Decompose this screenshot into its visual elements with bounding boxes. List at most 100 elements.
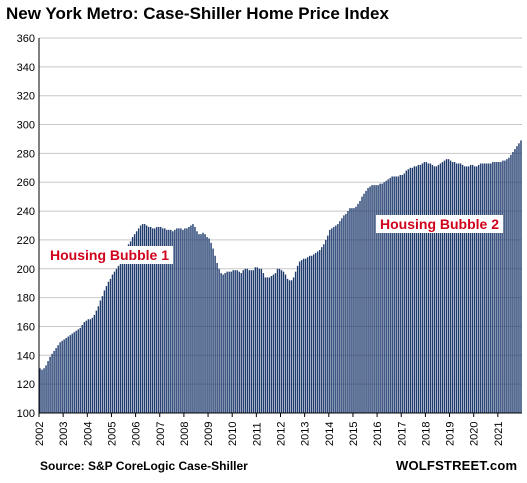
- bar: [268, 277, 271, 413]
- y-tick-label: 360: [17, 33, 35, 45]
- bar: [182, 229, 184, 413]
- bar: [357, 203, 359, 413]
- bar: [425, 162, 428, 413]
- bar: [63, 339, 65, 413]
- bar: [135, 231, 138, 413]
- bar: [288, 280, 291, 413]
- annotation-housing-bubble-1: Housing Bubble 1: [46, 246, 173, 264]
- bar: [174, 229, 176, 413]
- bar: [204, 234, 206, 413]
- bar: [258, 268, 261, 413]
- x-tick-label: 2017: [396, 422, 408, 446]
- bar: [172, 231, 174, 413]
- bar: [272, 274, 275, 413]
- bar: [407, 169, 409, 413]
- bar: [345, 213, 347, 413]
- x-tick-label: 2010: [227, 422, 239, 446]
- bar: [365, 190, 367, 413]
- bar: [71, 333, 73, 413]
- bar: [238, 271, 240, 413]
- x-tick-label: 2015: [348, 422, 360, 446]
- bar: [423, 162, 426, 413]
- bar: [194, 226, 196, 413]
- bar: [93, 314, 96, 413]
- bar: [476, 166, 478, 413]
- bar: [101, 296, 104, 413]
- bar: [260, 268, 263, 413]
- x-tick-label: 2002: [34, 422, 46, 446]
- bar: [399, 175, 401, 413]
- bar: [45, 365, 47, 413]
- bar: [81, 325, 83, 413]
- y-tick-label: 180: [17, 293, 35, 305]
- bar: [290, 280, 293, 413]
- bar: [506, 159, 508, 413]
- bar: [329, 229, 331, 413]
- bar: [482, 163, 484, 413]
- y-tick-label: 140: [17, 350, 35, 362]
- bar: [210, 242, 212, 413]
- bar: [415, 166, 418, 413]
- bar: [298, 261, 301, 413]
- bar: [431, 164, 434, 413]
- bar: [131, 237, 134, 413]
- bar: [224, 273, 226, 413]
- bar: [158, 226, 160, 413]
- bar: [119, 261, 122, 413]
- bar: [117, 265, 120, 413]
- bar: [492, 162, 494, 413]
- bar: [67, 336, 69, 413]
- x-tick-label: 2006: [131, 422, 143, 446]
- bar: [385, 180, 387, 413]
- y-tick-label: 280: [17, 148, 35, 160]
- bar: [319, 250, 321, 413]
- bar: [145, 225, 148, 413]
- y-tick-label: 160: [17, 321, 35, 333]
- bar: [149, 226, 152, 413]
- bar: [381, 183, 383, 413]
- bar: [389, 177, 391, 413]
- bar: [113, 271, 116, 413]
- bar: [125, 248, 128, 413]
- bar: [302, 258, 305, 413]
- bar: [212, 248, 214, 413]
- bar: [41, 369, 43, 413]
- bar: [498, 162, 500, 413]
- bar: [168, 229, 170, 413]
- bar: [137, 228, 140, 413]
- bar: [455, 163, 458, 413]
- bar: [317, 251, 319, 413]
- bar: [228, 271, 230, 413]
- bar: [401, 175, 403, 413]
- bar: [449, 160, 452, 413]
- bar: [222, 274, 224, 413]
- bar: [520, 140, 522, 413]
- bar: [162, 228, 164, 413]
- bar: [391, 176, 393, 413]
- bar: [55, 348, 57, 413]
- bar: [129, 241, 132, 413]
- bar: [282, 271, 285, 413]
- bar: [286, 278, 289, 413]
- y-axis-ticks: 100 120 140 160 180 200 220 240 260 280 300 320 340 3…: [17, 33, 35, 420]
- bar: [310, 255, 313, 413]
- bar: [321, 247, 323, 413]
- bar: [75, 330, 77, 413]
- bar-series: [39, 140, 522, 414]
- bar: [266, 277, 269, 413]
- bar: [65, 338, 67, 413]
- x-tick-label: 2016: [372, 422, 384, 446]
- bar: [218, 268, 220, 413]
- y-tick-label: 120: [17, 379, 35, 391]
- bar: [49, 356, 51, 413]
- y-tick-label: 320: [17, 91, 35, 103]
- y-tick-label: 260: [17, 177, 35, 189]
- bar: [294, 271, 297, 413]
- bar: [107, 281, 110, 413]
- bar: [451, 162, 454, 413]
- bar: [296, 265, 299, 413]
- bar: [413, 166, 416, 413]
- x-tick-label: 2014: [324, 422, 336, 446]
- annotation-housing-bubble-2: Housing Bubble 2: [376, 215, 503, 233]
- bar: [363, 193, 365, 413]
